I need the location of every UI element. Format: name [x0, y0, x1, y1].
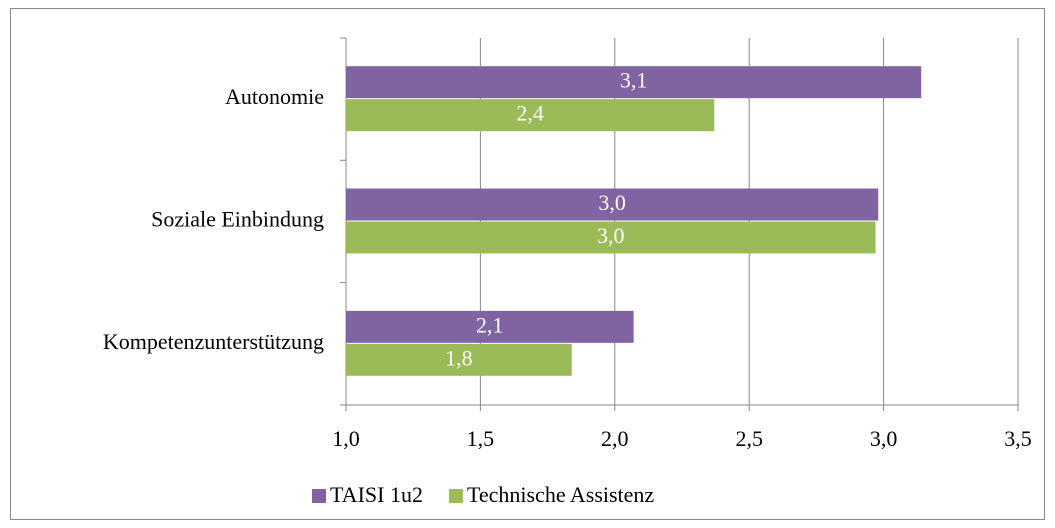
x-tick-label: 1,5 — [467, 426, 495, 451]
bar — [346, 99, 715, 132]
data-label: 2,1 — [476, 312, 504, 337]
data-label: 3,1 — [620, 68, 648, 93]
legend-swatch — [448, 489, 463, 503]
bar — [346, 66, 922, 99]
x-tick-label: 3,0 — [870, 426, 898, 451]
data-label: 3,0 — [597, 223, 625, 248]
x-tick-label: 1,0 — [332, 426, 360, 451]
data-label: 3,0 — [598, 190, 626, 215]
legend-swatch — [312, 489, 326, 503]
y-tick-label: Soziale Einbindung — [151, 207, 324, 232]
data-label: 1,8 — [445, 345, 473, 370]
legend-label: TAISI 1u2 — [330, 482, 423, 507]
bar — [346, 310, 634, 343]
x-tick-label: 3,5 — [1004, 426, 1032, 451]
y-tick-label: Kompetenzunterstützung — [103, 329, 324, 354]
data-label: 2,4 — [516, 101, 544, 126]
bar — [346, 188, 879, 221]
legend-label: Technische Assistenz — [467, 482, 654, 507]
x-tick-label: 2,5 — [735, 426, 763, 451]
bar — [346, 221, 876, 254]
x-tick-label: 2,0 — [601, 426, 629, 451]
y-tick-label: Autonomie — [225, 84, 324, 109]
bar — [346, 343, 572, 376]
